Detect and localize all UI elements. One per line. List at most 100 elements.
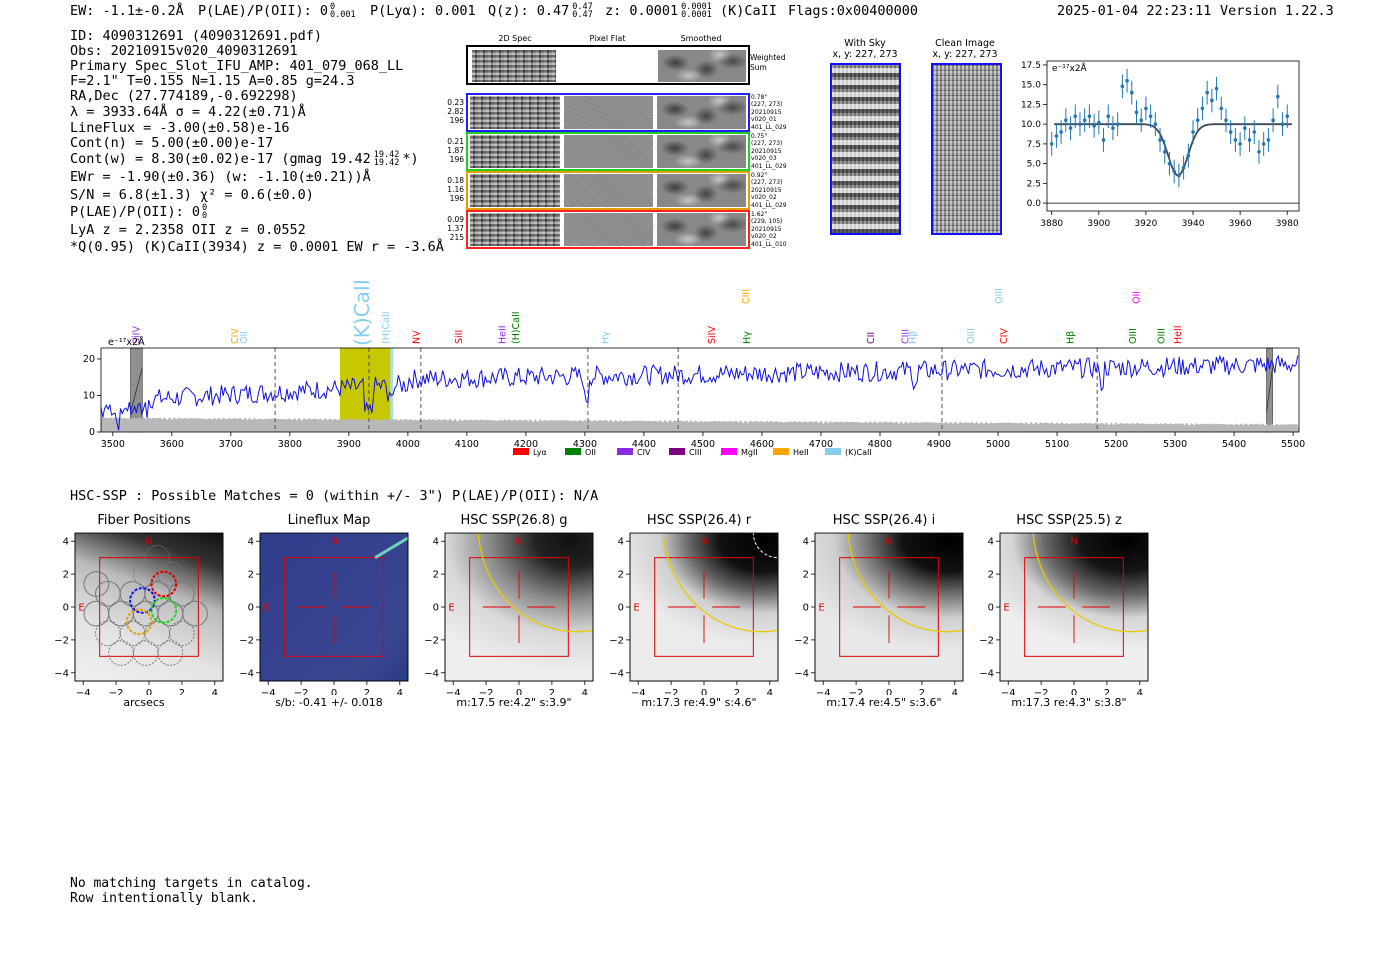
data-point: [1115, 122, 1120, 126]
thumbnail-panel: −4 −4 −2 −2 0 0 2 2 4 4 N E: [790, 530, 975, 695]
highlighted-fiber: [125, 608, 153, 636]
header-plae-sup: 0: [330, 2, 336, 12]
cutout-meta: 0.78": [751, 94, 768, 101]
x-tick-label: −2: [849, 688, 864, 695]
info-radec: RA,Dec (27.774189,-0.692298): [70, 88, 298, 104]
data-point: [1181, 165, 1186, 170]
x-tick-label: 2: [734, 688, 740, 695]
info-plae-sup: 0: [202, 203, 208, 213]
data-point: [1153, 122, 1158, 126]
x-tick-label: 3500: [101, 439, 125, 450]
spectral-line-label: OIII: [966, 328, 977, 344]
panel-title: HSC SSP(26.8) g: [460, 513, 568, 528]
spectral-line-label: Hβ: [908, 331, 919, 344]
y-tick-label: 5.0: [1027, 160, 1042, 170]
y-tick-label: 20: [83, 354, 95, 365]
data-point: [1210, 98, 1214, 103]
panel-footer: m:17.4 re:4.5" s:3.6": [826, 696, 942, 709]
cutout-stat: 1.37: [447, 224, 464, 233]
north-label: N: [700, 537, 707, 548]
cutout-meta: (227, 273): [751, 140, 783, 148]
footer-line2: Row intentionally blank.: [70, 891, 258, 906]
spectral-line-label: NV: [412, 330, 423, 344]
cutout-meta: 401_LL_010: [751, 240, 787, 248]
y-tick-label: 2: [433, 570, 439, 581]
y-tick-label: −2: [239, 635, 254, 646]
data-point: [1101, 138, 1106, 142]
data-point: [1214, 86, 1219, 91]
with-sky-image: [830, 63, 901, 235]
data-point: [1158, 138, 1162, 142]
aperture-box: [654, 557, 754, 657]
line-window: [340, 348, 394, 432]
cutout-meta: 0.92": [751, 172, 768, 179]
y-tick-label: 2: [618, 570, 624, 581]
y-tick-label: 4: [988, 537, 994, 548]
header-flags: Flags:0x00400000: [788, 3, 919, 19]
north-label: N: [515, 537, 522, 548]
cutout-row-meta: 0.78" (227, 273) 20210915 v020_01 401_LL_029: [751, 94, 811, 131]
header-z-sup: 0.0001: [681, 2, 712, 12]
x-tick-label: 4: [582, 688, 588, 695]
cutout-stat: 1.16: [447, 185, 464, 194]
data-point: [1172, 169, 1176, 174]
panel-title: HSC SSP(26.4) r: [646, 513, 752, 528]
aperture-box: [99, 557, 199, 657]
spectral-line-label: CIII: [900, 329, 911, 344]
x-tick-label: 3900: [1087, 219, 1110, 229]
y-tick-label: 4: [803, 537, 809, 548]
weighted-2dspec: [472, 50, 556, 82]
spectral-line-label: OIII: [1156, 328, 1167, 344]
y-tick-label: −2: [794, 635, 809, 646]
spectral-line-label: (H)CaII: [381, 311, 392, 344]
x-tick-label: 0: [886, 688, 892, 695]
cutout-stat: 1.87: [447, 146, 464, 155]
cutout-meta: 20210915: [751, 186, 782, 194]
data-point: [1186, 153, 1191, 158]
header-timestamp: 2025-01-04 22:23:11: [1057, 3, 1212, 19]
aperture-ellipse: [1032, 530, 1160, 633]
x-tick-label: 5500: [1281, 439, 1305, 450]
info-lineflux: LineFlux = -3.00(±0.58)e-16: [70, 120, 290, 136]
legend-label: OII: [585, 448, 596, 457]
cutout-2dspec: [470, 174, 560, 207]
data-point: [1257, 149, 1261, 154]
spectral-line-label: SiII: [454, 330, 465, 344]
x-tick-label: 0: [516, 688, 522, 695]
cutout-stat: 0.23: [447, 98, 464, 107]
x-tick-label: 4: [952, 688, 958, 695]
x-tick-label: −2: [294, 688, 309, 695]
x-tick-label: −4: [1001, 688, 1016, 695]
east-label: E: [78, 602, 84, 613]
data-point: [1129, 90, 1134, 95]
cutout-meta: 0.75": [751, 133, 768, 140]
x-tick-label: −4: [76, 688, 91, 695]
east-label: E: [1003, 602, 1009, 613]
east-label: E: [448, 602, 454, 613]
x-tick-label: −2: [664, 688, 679, 695]
panel-footer: arcsecs: [123, 696, 165, 709]
spectral-line-label: HeII: [1173, 325, 1184, 344]
clean-image: [931, 63, 1002, 235]
east-label: E: [633, 602, 639, 613]
aperture-ellipse: [477, 530, 605, 633]
legend-label: Lyα: [533, 448, 547, 457]
legend-swatch: [773, 448, 789, 455]
x-tick-label: 0: [701, 688, 707, 695]
cutout-row-stats: 0.09 1.37 215: [440, 215, 464, 242]
x-tick-label: 3700: [219, 439, 243, 450]
x-tick-label: 0: [1071, 688, 1077, 695]
cutout-pixelflat: [564, 213, 653, 246]
spectral-line-label: SiIV: [131, 326, 142, 344]
data-point: [1285, 114, 1290, 119]
data-point: [1073, 114, 1078, 119]
sky-residual: [101, 417, 1299, 432]
x-tick-label: 3900: [337, 439, 361, 450]
data-point: [1097, 120, 1101, 125]
spectral-line-label: Hγ: [601, 331, 612, 344]
x-tick-label: −2: [109, 688, 124, 695]
x-tick-label: 2: [919, 688, 925, 695]
panel-title: Fiber Positions: [97, 513, 191, 528]
spectrum-line: [100, 354, 1299, 431]
